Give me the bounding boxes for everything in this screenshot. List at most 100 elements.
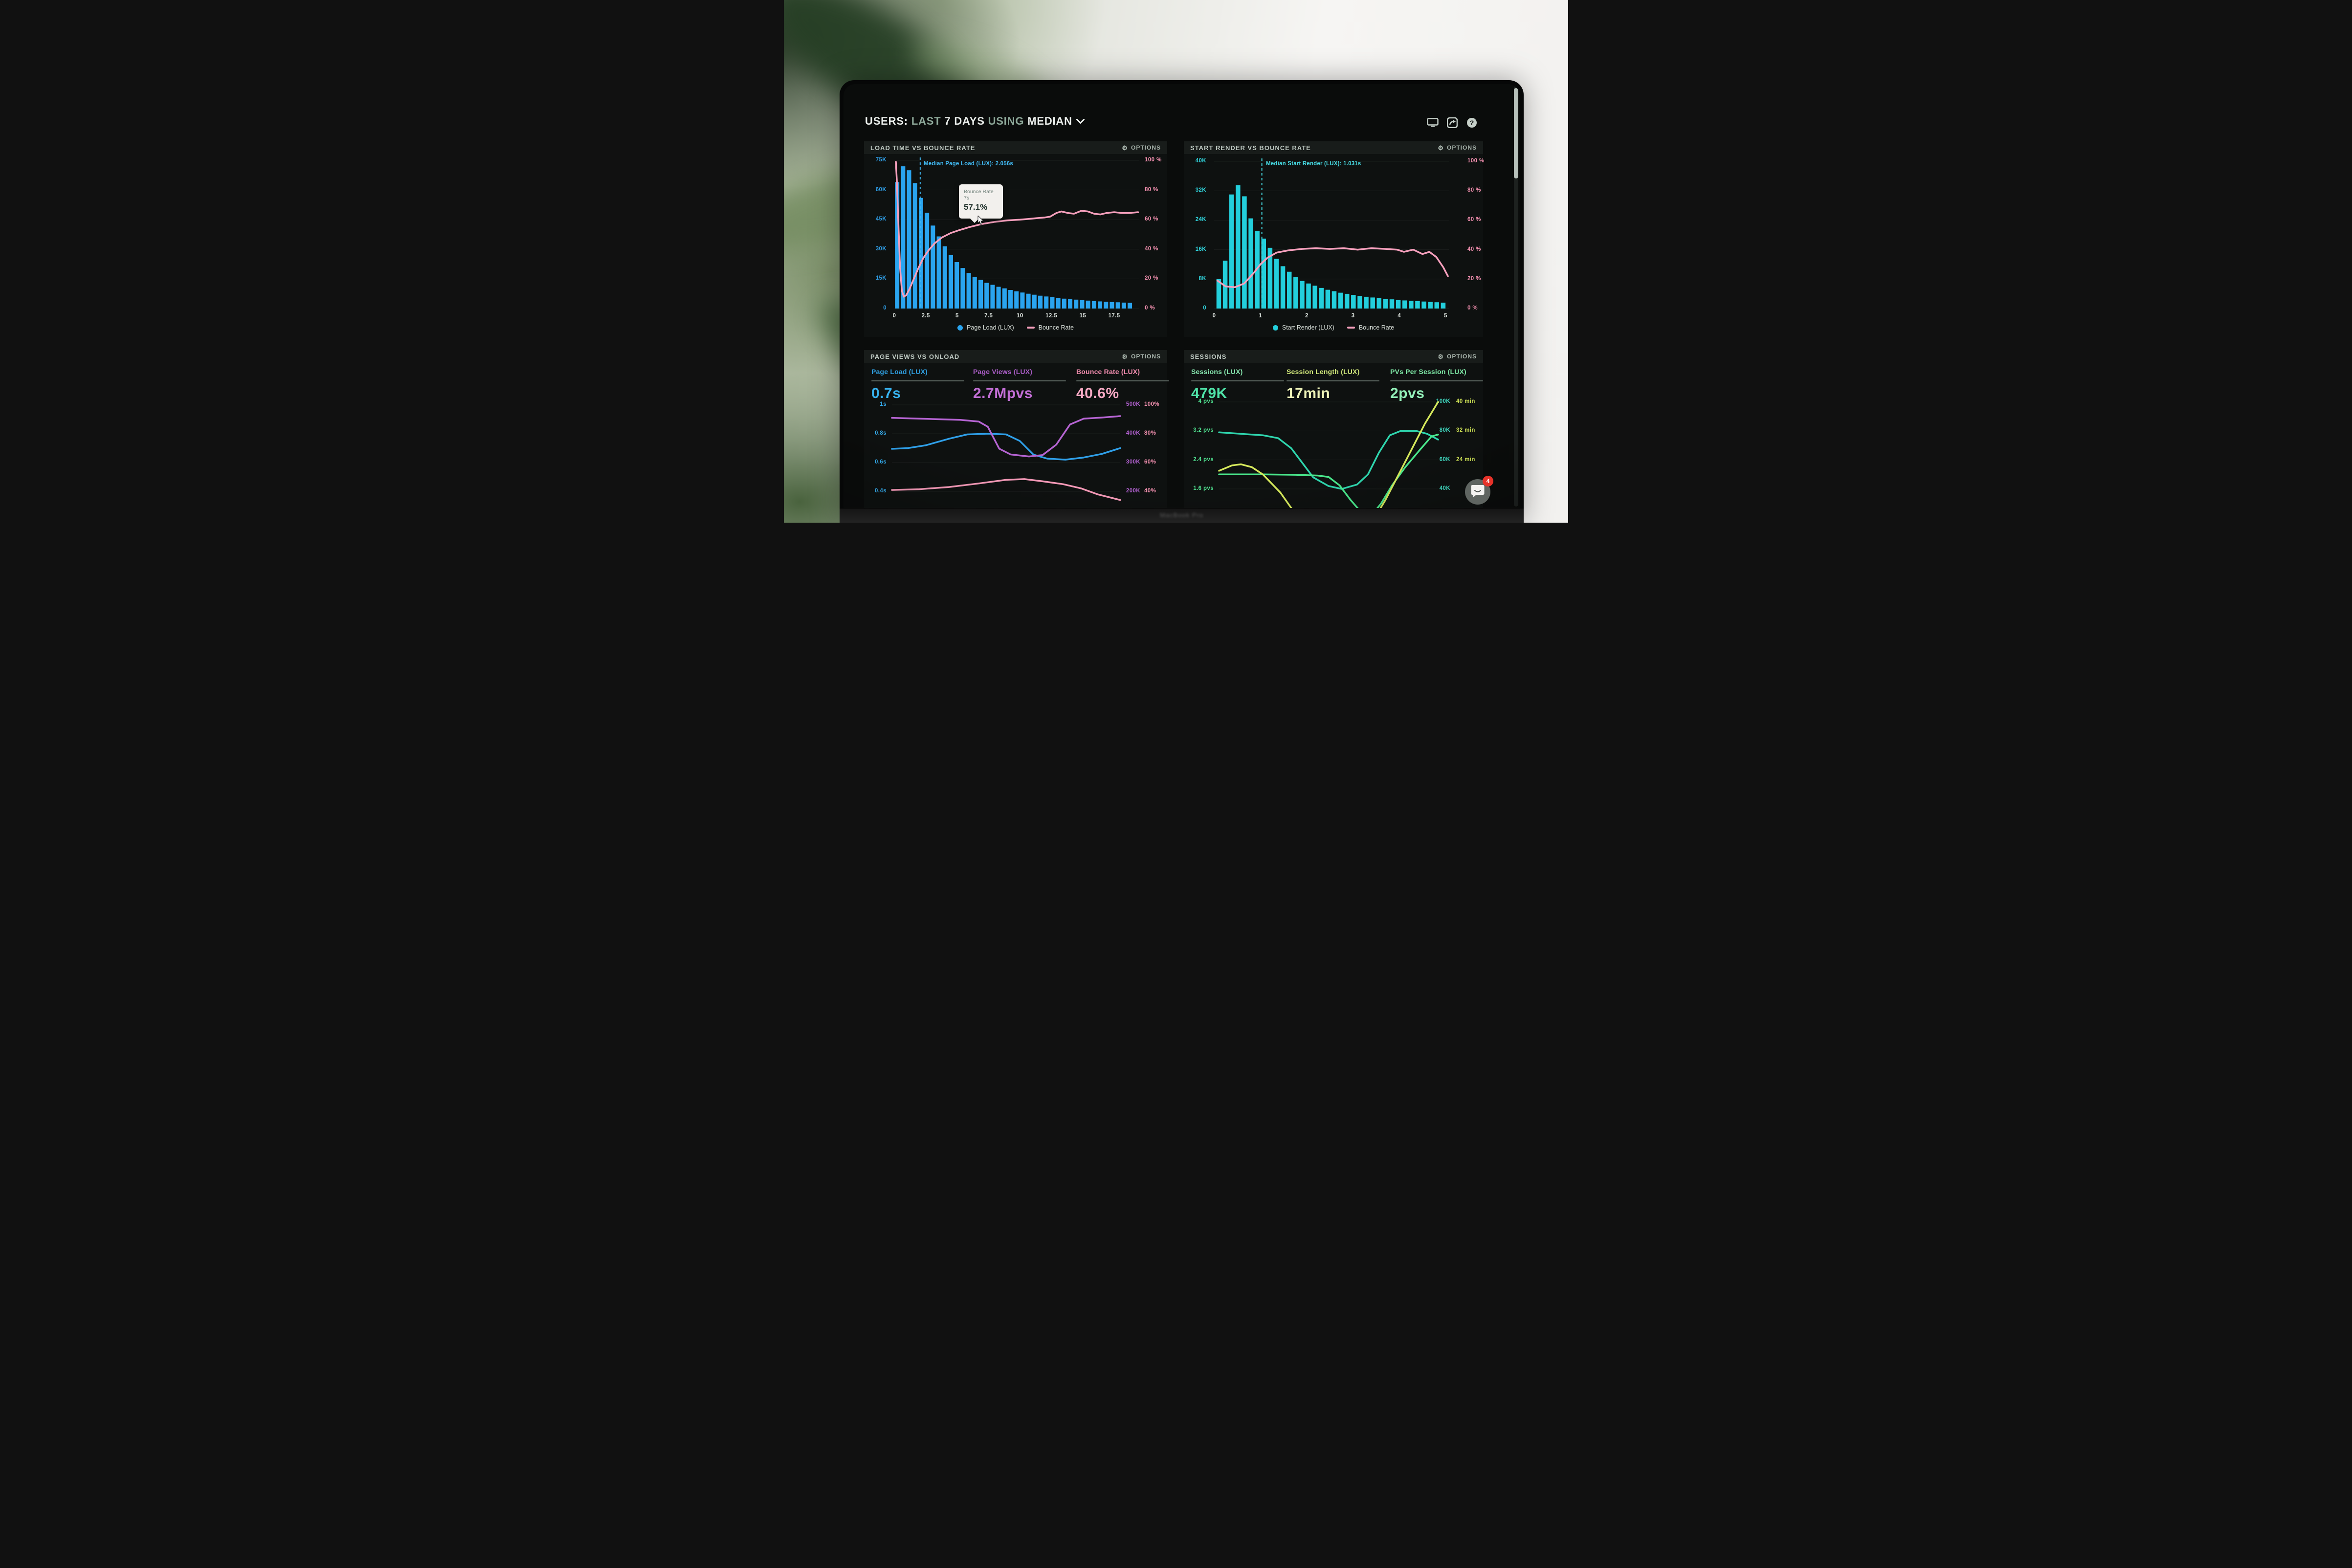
chat-widget-button[interactable]: 4 — [1465, 476, 1493, 505]
display-icon[interactable] — [1427, 117, 1439, 128]
bar[interactable] — [907, 170, 911, 309]
bar[interactable] — [1080, 300, 1085, 309]
bar[interactable] — [1415, 301, 1420, 309]
bar[interactable] — [1128, 303, 1132, 309]
help-icon[interactable]: ? — [1466, 117, 1478, 128]
bar[interactable] — [1357, 296, 1362, 309]
bar[interactable] — [1098, 301, 1103, 309]
scrollbar[interactable] — [1514, 86, 1518, 507]
bar[interactable] — [1293, 277, 1298, 309]
bar[interactable] — [1389, 299, 1395, 309]
bar[interactable] — [1312, 286, 1317, 309]
bar[interactable] — [1396, 300, 1401, 309]
bar[interactable] — [1242, 196, 1247, 309]
axis-tick-label: 60 % — [1145, 216, 1158, 222]
bar[interactable] — [1216, 279, 1221, 309]
scrollbar-thumb[interactable] — [1514, 88, 1518, 178]
line-series — [1218, 434, 1439, 508]
bar[interactable] — [1409, 301, 1414, 309]
bar[interactable] — [1020, 292, 1025, 309]
bar[interactable] — [942, 246, 947, 309]
bar[interactable] — [1109, 302, 1114, 309]
bar[interactable] — [1032, 294, 1037, 309]
bar[interactable] — [1050, 297, 1055, 309]
bar[interactable] — [1364, 296, 1369, 309]
bar[interactable] — [1421, 301, 1426, 309]
bar[interactable] — [1434, 302, 1440, 309]
chevron-down-icon[interactable] — [1076, 114, 1085, 127]
bar[interactable] — [1026, 293, 1031, 309]
axis-tick-label: 300K — [1126, 459, 1140, 465]
bar[interactable] — [1376, 298, 1382, 309]
bar[interactable] — [1248, 218, 1253, 309]
bar[interactable] — [1306, 283, 1311, 309]
bar[interactable] — [1255, 231, 1260, 309]
bar[interactable] — [1319, 287, 1324, 309]
bar[interactable] — [948, 255, 953, 309]
bar[interactable] — [1014, 291, 1019, 309]
bar[interactable] — [1229, 194, 1234, 309]
bar[interactable] — [1351, 295, 1356, 309]
bar[interactable] — [1267, 247, 1273, 309]
bar[interactable] — [996, 287, 1001, 309]
bar[interactable] — [1104, 302, 1109, 309]
bar[interactable] — [1261, 239, 1266, 309]
bar[interactable] — [1338, 292, 1343, 309]
bar[interactable] — [966, 273, 971, 309]
bar[interactable] — [1008, 290, 1013, 309]
bar[interactable] — [1344, 293, 1350, 309]
options-button[interactable]: ⚙ OPTIONS — [1438, 353, 1477, 360]
bar[interactable] — [1236, 185, 1241, 309]
bar[interactable] — [954, 262, 959, 309]
bar[interactable] — [1383, 299, 1388, 309]
axis-tick-label: 1s — [880, 401, 887, 407]
page-title-dropdown[interactable]: USERS: LAST 7 DAYS USING MEDIAN — [865, 115, 1085, 127]
bar[interactable] — [1274, 259, 1279, 309]
bar[interactable] — [1068, 299, 1073, 309]
bar[interactable] — [918, 198, 923, 309]
bar[interactable] — [1222, 261, 1228, 309]
bar[interactable] — [1086, 300, 1090, 309]
axis-tick-label: 8K — [1198, 275, 1206, 282]
bar[interactable] — [1074, 299, 1079, 309]
bar[interactable] — [1044, 296, 1049, 309]
axis-tick-label: 16K — [1195, 246, 1206, 252]
mouse-cursor — [977, 215, 985, 228]
bar[interactable] — [978, 280, 983, 309]
bar[interactable] — [990, 285, 995, 309]
notification-badge: 4 — [1483, 476, 1493, 486]
bar[interactable] — [1300, 281, 1305, 309]
share-icon[interactable] — [1446, 117, 1458, 128]
bar[interactable] — [912, 183, 917, 309]
bar[interactable] — [1402, 300, 1407, 309]
bar[interactable] — [1428, 302, 1433, 309]
bar[interactable] — [901, 166, 906, 309]
median-annotation: Median Page Load (LUX): 2.056s — [924, 161, 1014, 167]
bar[interactable] — [972, 277, 977, 309]
bar[interactable] — [1062, 298, 1066, 309]
bar[interactable] — [960, 268, 965, 309]
bar[interactable] — [1038, 295, 1043, 309]
bar[interactable] — [1370, 297, 1375, 309]
bar[interactable] — [895, 182, 900, 309]
bar[interactable] — [1287, 271, 1292, 309]
bar[interactable] — [1091, 301, 1096, 309]
bar[interactable] — [1115, 302, 1120, 309]
line-series — [891, 415, 1121, 458]
options-button[interactable]: ⚙ OPTIONS — [1122, 144, 1161, 152]
bar[interactable] — [1280, 266, 1286, 309]
bar[interactable] — [931, 225, 935, 309]
bar[interactable] — [1121, 302, 1126, 309]
bar[interactable] — [1002, 288, 1007, 309]
axis-tick-label: 24 min — [1456, 456, 1475, 463]
bar[interactable] — [925, 213, 930, 309]
options-button[interactable]: ⚙ OPTIONS — [1438, 144, 1477, 152]
bar[interactable] — [1325, 289, 1331, 309]
bar[interactable] — [936, 236, 941, 309]
bar[interactable] — [984, 283, 989, 309]
bar[interactable] — [1331, 291, 1337, 309]
bar[interactable] — [1056, 298, 1061, 309]
line-series — [895, 161, 1139, 298]
bar[interactable] — [1441, 302, 1446, 309]
options-button[interactable]: ⚙ OPTIONS — [1122, 353, 1161, 360]
